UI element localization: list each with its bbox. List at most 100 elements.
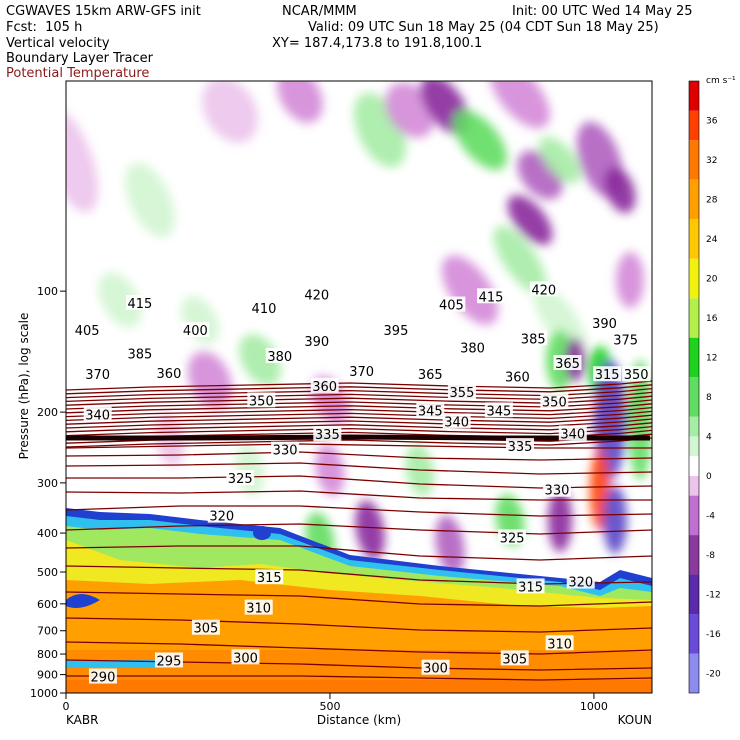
theta-label-bg xyxy=(500,650,529,666)
theta-contour-label: 405 xyxy=(75,324,100,339)
colorbar-segment xyxy=(689,219,699,259)
theta-label-bg xyxy=(476,288,505,304)
theta-label-bg xyxy=(88,668,117,684)
colorbar-frame xyxy=(688,80,700,694)
bl-band-cyan-low xyxy=(66,660,166,668)
colorbar-tick-label: 12 xyxy=(706,353,717,363)
theta-contour-label: 365 xyxy=(555,357,580,372)
velocity-cell xyxy=(315,444,345,496)
theta-contour-label: 335 xyxy=(315,428,340,443)
theta-contour-label: 375 xyxy=(613,334,638,349)
colorbar-segment xyxy=(689,81,699,111)
theta-label-bg xyxy=(519,330,548,346)
colorbar-tick-label: -12 xyxy=(706,590,721,600)
y-tick-label: 900 xyxy=(37,669,58,682)
theta-label-bg xyxy=(542,481,571,497)
theta-label-bg xyxy=(540,393,569,409)
theta-contour-label: 345 xyxy=(486,404,511,419)
x-tick-label: 0 xyxy=(63,700,70,713)
theta-contour-label: 315 xyxy=(257,571,282,586)
center-label: NCAR/MMM xyxy=(282,4,357,19)
field-boundary-layer-tracer: Boundary Layer Tracer xyxy=(6,51,153,66)
theta-contour-label: 305 xyxy=(502,652,527,667)
theta-contour-label: 295 xyxy=(157,654,182,669)
theta-contour-label: 340 xyxy=(560,427,585,442)
theta-line xyxy=(66,395,652,406)
theta-label-bg xyxy=(381,322,410,338)
velocity-cell xyxy=(441,255,499,325)
velocity-cell xyxy=(125,162,175,238)
theta-label-bg xyxy=(255,569,284,585)
theta-line xyxy=(66,545,652,561)
theta-label-bg xyxy=(553,355,582,371)
theta-line xyxy=(66,617,652,633)
boundary-layer-tracer xyxy=(66,508,652,693)
theta-line xyxy=(66,380,652,391)
theta-label-bg xyxy=(622,366,651,382)
colorbar-tick-label: -4 xyxy=(706,511,715,521)
velocity-cell xyxy=(594,360,626,480)
theta-contour-label: 390 xyxy=(304,335,329,350)
colorbar-segment xyxy=(689,456,699,476)
theta-line xyxy=(66,403,652,414)
colorbar-tick-label: 4 xyxy=(706,432,712,442)
theta-line xyxy=(66,462,652,475)
theta-label-bg xyxy=(181,322,210,338)
theta-contour-label: 310 xyxy=(246,602,271,617)
theta-label-bg xyxy=(125,294,154,310)
theta-label-bg xyxy=(83,366,112,382)
theta-label-bg xyxy=(447,383,476,399)
theta-line xyxy=(66,387,652,399)
bl-blue-spot xyxy=(253,526,271,540)
theta-contour-label: 315 xyxy=(518,580,543,595)
theta-label-bg xyxy=(271,441,300,457)
tropopause-band xyxy=(66,434,650,441)
theta-label-bg xyxy=(416,366,445,382)
theta-contour-label: 350 xyxy=(249,394,274,409)
theta-label-bg xyxy=(484,402,513,418)
colorbar: cm s⁻¹ 36 32 28 24 20 16 12 8 4 0 -4 -8 -12 -16 -20 xyxy=(688,76,736,694)
theta-contour-label: 315 xyxy=(595,368,620,383)
theta-contour-label: 330 xyxy=(545,484,570,499)
vertical-velocity-shading xyxy=(66,81,652,575)
theta-label-bg xyxy=(244,599,273,615)
field-vertical-velocity: Vertical velocity xyxy=(6,36,110,51)
theta-label-bg xyxy=(247,392,276,408)
x-tick-label: 1000 xyxy=(580,700,608,713)
velocity-cell xyxy=(604,166,636,214)
theta-line xyxy=(66,523,652,535)
colorbar-segment xyxy=(689,416,699,437)
bl-blue-pocket xyxy=(66,594,100,608)
theta-contour-label: 380 xyxy=(267,350,292,365)
theta-contour-label: 340 xyxy=(444,415,469,430)
x-axis-right-station: KOUN xyxy=(618,713,652,727)
theta-label-bg xyxy=(154,365,183,381)
theta-contour-label: 290 xyxy=(91,671,116,686)
theta-contour-label: 340 xyxy=(85,409,110,424)
velocity-cell xyxy=(493,225,547,295)
velocity-cell xyxy=(355,500,385,560)
theta-line xyxy=(66,675,652,681)
theta-label-bg xyxy=(506,438,535,454)
theta-line xyxy=(66,591,652,607)
velocity-cell xyxy=(539,136,581,184)
theta-label-bg xyxy=(437,296,466,312)
velocity-cell xyxy=(507,195,553,245)
theta-label-bg xyxy=(83,406,112,422)
colorbar-tick-label: -8 xyxy=(706,551,715,561)
theta-contour-label: 385 xyxy=(521,332,546,347)
velocity-cell xyxy=(548,488,572,552)
theta-label-bg xyxy=(302,332,331,348)
theta-label-bg xyxy=(125,345,154,361)
theta-contour-label: 370 xyxy=(85,368,110,383)
theta-label-bg xyxy=(503,368,532,384)
y-tick-label: 700 xyxy=(37,625,58,638)
theta-contour-label: 365 xyxy=(418,368,443,383)
colorbar-tick-label: 20 xyxy=(706,274,718,284)
colorbar-segment xyxy=(689,110,699,141)
theta-label-bg xyxy=(516,578,545,594)
valid-time: Valid: 09 UTC Sun 18 May 25 (04 CDT Sun … xyxy=(308,20,659,35)
theta-line xyxy=(66,406,652,418)
theta-label-bg xyxy=(265,347,294,363)
